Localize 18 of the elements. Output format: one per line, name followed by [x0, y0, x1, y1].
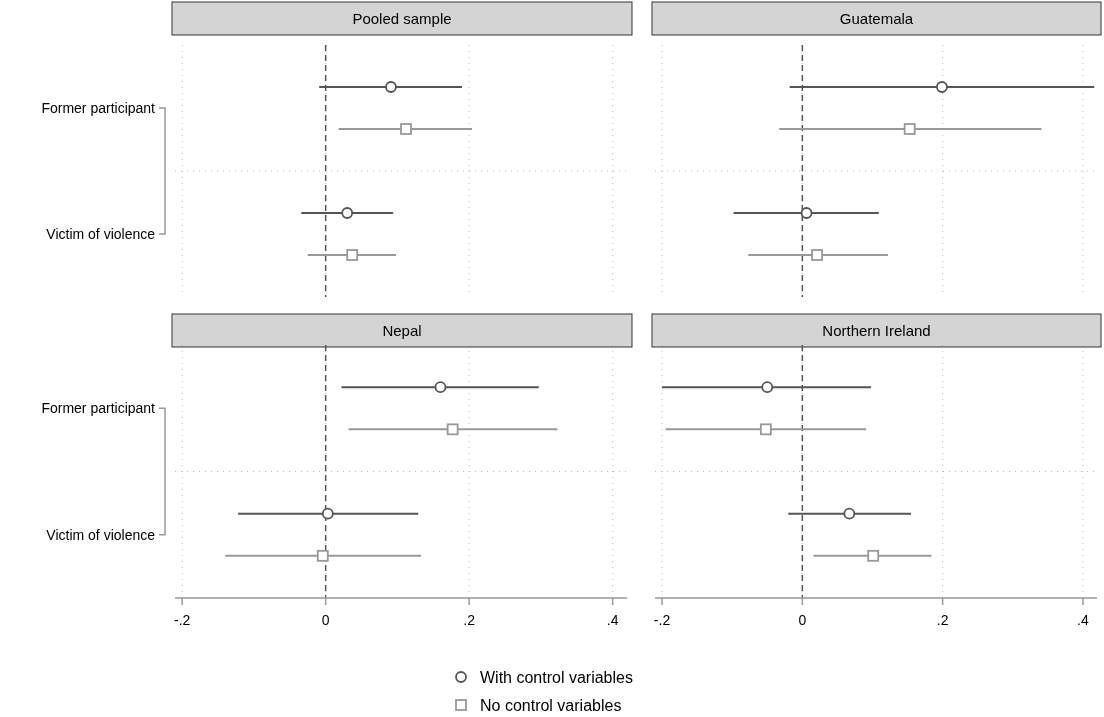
x-tick-label: 0 [798, 612, 807, 628]
x-tick-label: .4 [606, 612, 619, 628]
y-tick-label: Former participant [41, 400, 156, 417]
chart-title: Guatemala [839, 10, 914, 27]
y-tick-label: Victim of violence [46, 226, 156, 242]
chart-title: Pooled sample [352, 10, 452, 27]
x-tick-label: -.2 [174, 612, 191, 628]
x-tick-label: -.2 [653, 612, 671, 628]
y-tick-label: Victim of violence [46, 526, 156, 543]
legend-label: No control variables [480, 697, 622, 714]
x-tick-label: .4 [1077, 612, 1090, 628]
x-tick-label: 0 [321, 612, 330, 628]
legend-label: With control variables [480, 669, 633, 686]
x-tick-label: .2 [936, 612, 949, 628]
x-tick-label: .2 [463, 612, 476, 628]
y-tick-label: Former participant [41, 100, 156, 116]
chart-title: Nepal [382, 322, 422, 339]
chart-title: Northern Ireland [822, 322, 931, 339]
